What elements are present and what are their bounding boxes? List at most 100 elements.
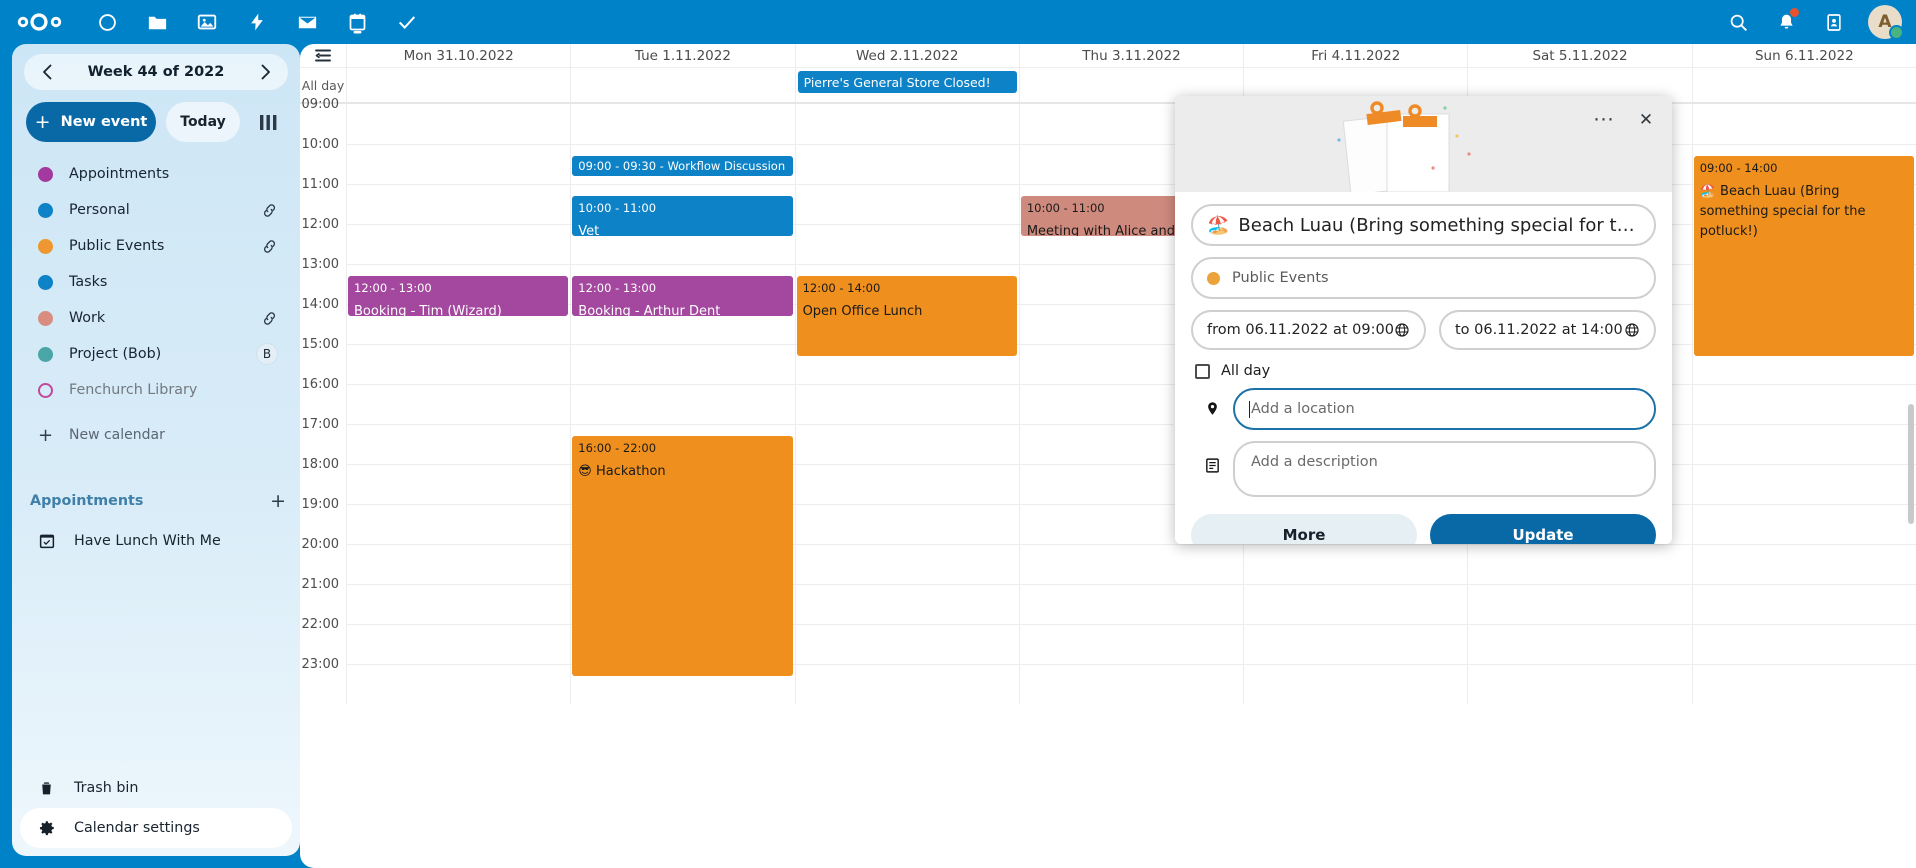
calendar-select[interactable]: Public Events — [1191, 257, 1656, 299]
slot[interactable] — [1018, 464, 1244, 504]
close-icon[interactable]: ✕ — [1638, 110, 1654, 130]
all-day-toggle[interactable]: All day — [1195, 354, 1656, 388]
location-input[interactable]: Add a location — [1233, 388, 1656, 430]
slot[interactable] — [1018, 384, 1244, 424]
all-day-cell-wed[interactable]: Pierre's General Store Closed! — [794, 68, 1019, 102]
calendar-item-tasks[interactable]: Tasks — [20, 264, 292, 300]
slot[interactable] — [1018, 664, 1244, 704]
slot[interactable] — [1691, 464, 1916, 504]
new-event-button[interactable]: + New event — [26, 102, 156, 142]
slot[interactable] — [1691, 664, 1916, 704]
slot[interactable] — [1691, 424, 1916, 464]
calendar-event[interactable]: 09:00 - 09:30 - Workflow Discussion — [572, 156, 793, 176]
slot[interactable] — [794, 544, 1019, 584]
slot[interactable] — [794, 264, 1019, 304]
slot[interactable] — [1018, 624, 1244, 664]
collapse-icon[interactable] — [300, 44, 346, 67]
slot[interactable] — [1243, 664, 1468, 704]
slot[interactable] — [1467, 584, 1692, 624]
previous-week-button[interactable] — [34, 59, 60, 85]
slot[interactable] — [346, 184, 571, 224]
slot[interactable] — [346, 144, 571, 184]
slot[interactable] — [1691, 624, 1916, 664]
calendar-item-work[interactable]: Work — [20, 300, 292, 336]
slot[interactable] — [1467, 544, 1692, 584]
calendar-event[interactable]: 12:00 - 14:00 Open Office Lunch — [796, 276, 1017, 356]
slot[interactable] — [1691, 384, 1916, 424]
globe-icon[interactable] — [1394, 322, 1410, 338]
bell-icon[interactable] — [1762, 0, 1810, 44]
search-icon[interactable] — [1714, 0, 1762, 44]
slot[interactable] — [794, 424, 1019, 464]
slot[interactable] — [794, 184, 1019, 224]
slot[interactable] — [794, 464, 1019, 504]
slot[interactable] — [1691, 504, 1916, 544]
slot[interactable] — [346, 624, 571, 664]
day-header-thu[interactable]: Thu 3.11.2022 — [1018, 44, 1243, 67]
update-button[interactable]: Update — [1430, 514, 1656, 544]
all-day-cell-sat[interactable] — [1467, 68, 1691, 102]
slot[interactable] — [570, 184, 795, 224]
slot[interactable] — [1018, 544, 1244, 584]
end-date-input[interactable]: to 06.11.2022 at 14:00 — [1438, 310, 1656, 350]
slot[interactable] — [346, 664, 571, 704]
trash-bin-button[interactable]: Trash bin — [20, 768, 292, 808]
image-icon[interactable] — [182, 0, 232, 44]
calendar-event[interactable]: 09:00 - 14:00 🏖️ Beach Luau (Bring someth… — [1693, 156, 1914, 356]
slot[interactable] — [570, 104, 794, 144]
all-day-cell-thu[interactable] — [1018, 68, 1243, 102]
slot[interactable] — [346, 584, 571, 624]
slot[interactable] — [794, 584, 1019, 624]
avatar[interactable]: A — [1868, 5, 1904, 40]
slot[interactable] — [1467, 624, 1692, 664]
share-icon[interactable] — [261, 202, 278, 219]
description-input[interactable]: Add a description — [1233, 441, 1656, 497]
calendar-item-personal[interactable]: Personal — [20, 192, 292, 228]
calendar-event[interactable]: 12:00 - 13:00 Booking - Tim (Wizard) — [348, 276, 569, 316]
calendar-icon[interactable] — [332, 0, 382, 44]
slot[interactable] — [346, 264, 571, 304]
folder-icon[interactable] — [132, 0, 182, 44]
all-day-cell-mon[interactable] — [346, 68, 570, 102]
slot[interactable] — [1018, 504, 1244, 544]
all-day-cell-tue[interactable] — [570, 68, 794, 102]
slot[interactable] — [1691, 584, 1916, 624]
slot[interactable] — [346, 424, 571, 464]
slot[interactable] — [794, 384, 1019, 424]
calendar-settings-button[interactable]: Calendar settings — [20, 808, 292, 848]
view-switcher-icon[interactable] — [250, 102, 286, 142]
nextcloud-logo[interactable] — [14, 10, 66, 34]
start-date-input[interactable]: from 06.11.2022 at 09:00 — [1191, 310, 1426, 350]
slot[interactable] — [346, 504, 571, 544]
calendar-item-public-events[interactable]: Public Events — [20, 228, 292, 264]
share-icon[interactable] — [261, 310, 278, 327]
slot[interactable] — [1018, 424, 1244, 464]
calendar-event[interactable]: 10:00 - 11:00 Vet — [572, 196, 793, 236]
day-header-wed[interactable]: Wed 2.11.2022 — [794, 44, 1019, 67]
slot[interactable] — [570, 344, 795, 384]
day-header-sat[interactable]: Sat 5.11.2022 — [1467, 44, 1691, 67]
check-icon[interactable] — [382, 0, 432, 44]
slot[interactable] — [570, 144, 795, 184]
slot[interactable] — [1018, 104, 1243, 144]
slot[interactable] — [1243, 584, 1468, 624]
more-options-icon[interactable]: ··· — [1593, 109, 1615, 131]
day-header-mon[interactable]: Mon 31.10.2022 — [346, 44, 570, 67]
slot[interactable] — [346, 464, 571, 504]
calendar-item-appointments[interactable]: Appointments — [20, 156, 292, 192]
calendar-event[interactable]: 12:00 - 13:00 Booking - Arthur Dent — [572, 276, 793, 316]
slot[interactable] — [794, 104, 1019, 144]
slot[interactable] — [346, 224, 571, 264]
slot[interactable] — [794, 144, 1019, 184]
event-title-input[interactable]: 🏖️ Beach Luau (Bring something special f… — [1191, 204, 1656, 246]
slot[interactable] — [1243, 624, 1468, 664]
all-day-cell-sun[interactable] — [1691, 68, 1916, 102]
add-appointment-button[interactable]: + — [270, 489, 286, 512]
vertical-scrollbar[interactable] — [1908, 404, 1914, 524]
all-day-cell-fri[interactable] — [1243, 68, 1467, 102]
slot[interactable] — [570, 264, 795, 304]
slot[interactable] — [1691, 104, 1916, 144]
slot[interactable] — [346, 384, 571, 424]
share-icon[interactable] — [261, 238, 278, 255]
all-day-event[interactable]: Pierre's General Store Closed! — [797, 71, 1017, 93]
